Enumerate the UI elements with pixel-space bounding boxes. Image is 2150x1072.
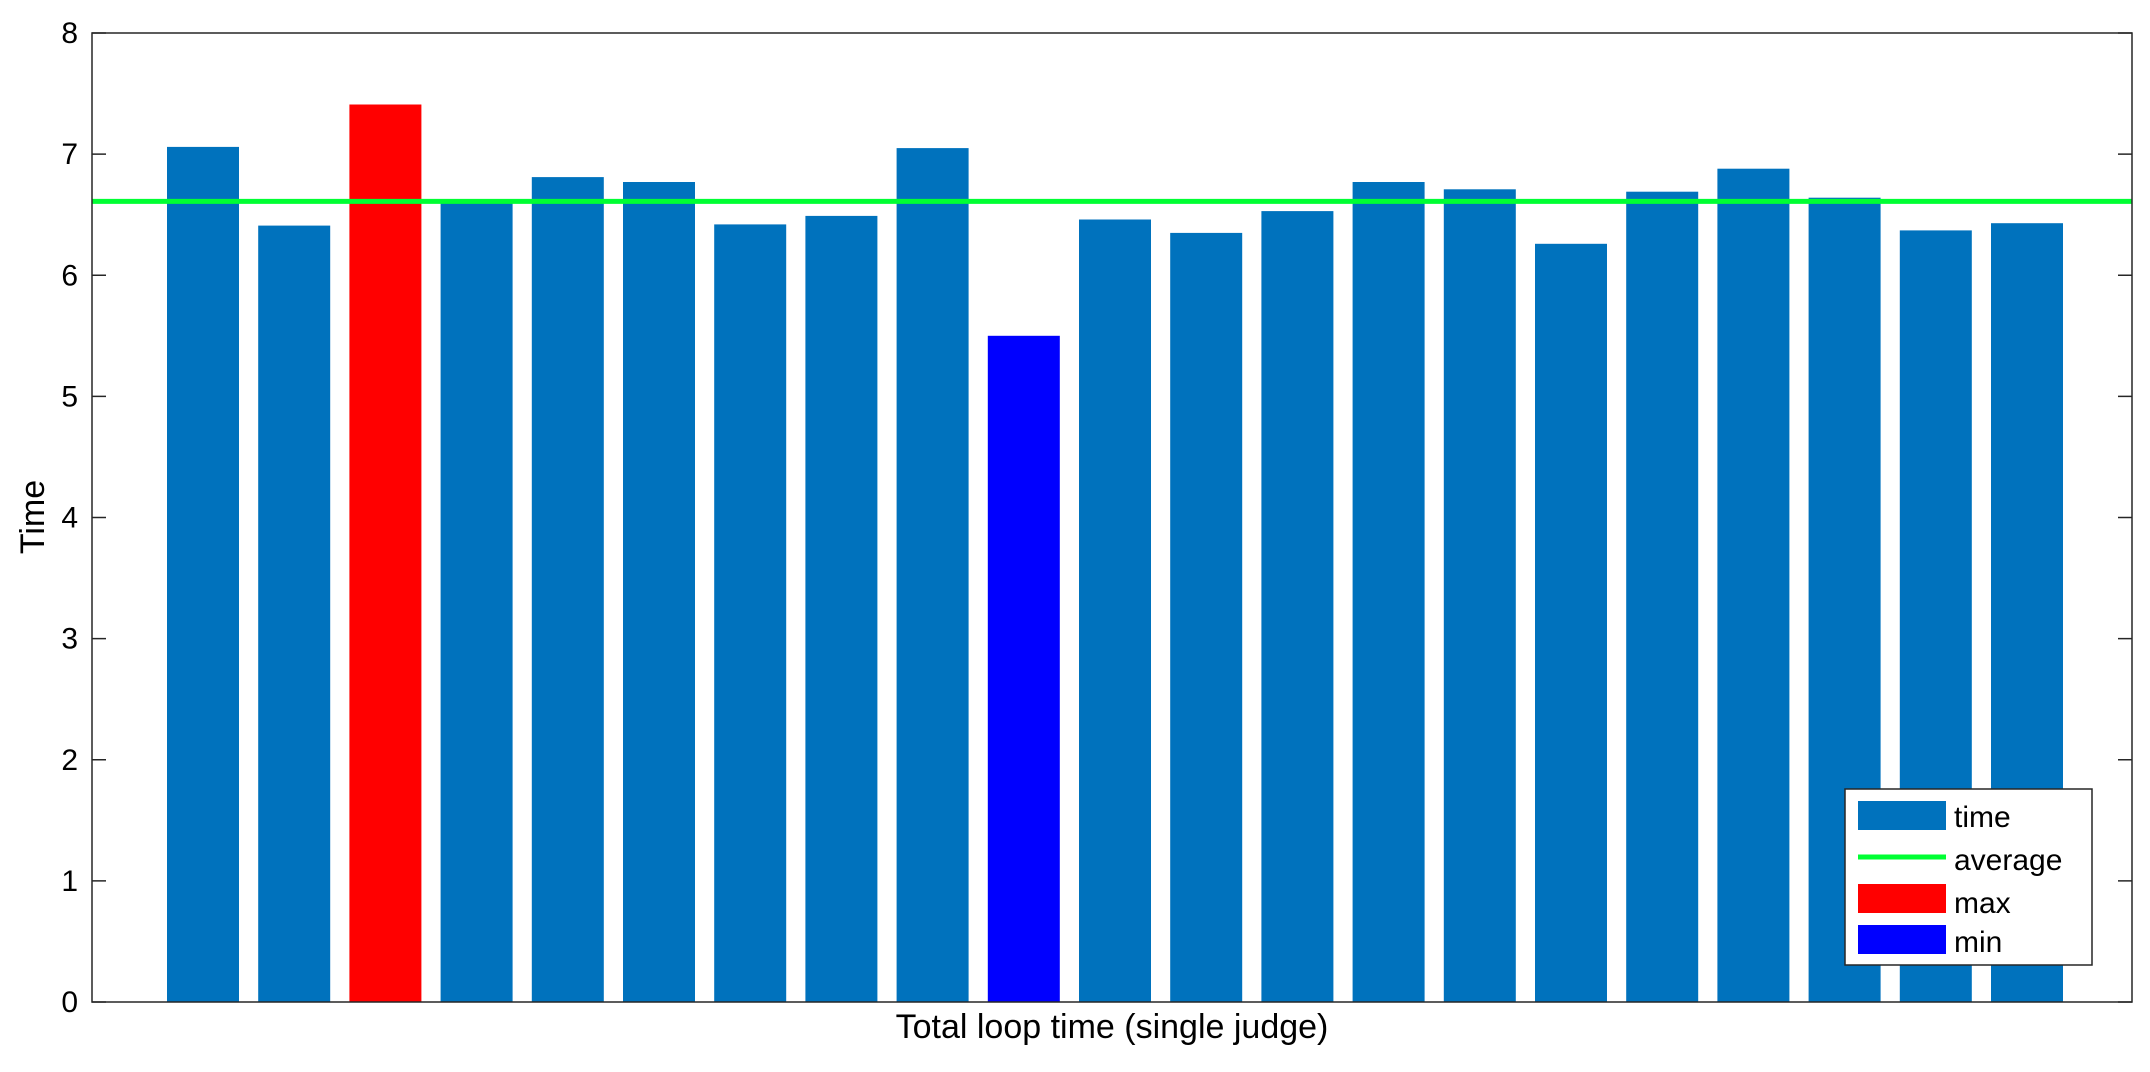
y-tick-label: 2 xyxy=(61,744,78,777)
bar xyxy=(440,200,513,1002)
bar xyxy=(1079,219,1151,1002)
bars-group xyxy=(167,104,2063,1003)
legend-label-max: max xyxy=(1954,887,2011,920)
y-tick-label: 1 xyxy=(61,865,78,898)
legend-label-time: time xyxy=(1954,801,2011,834)
bar xyxy=(1717,168,1790,1002)
y-tick-label: 7 xyxy=(61,138,78,171)
bar xyxy=(1443,189,1516,1003)
bar xyxy=(1535,243,1607,1003)
bar xyxy=(1170,232,1243,1002)
bar-min xyxy=(987,335,1060,1002)
bar xyxy=(167,146,239,1002)
legend: time average max min xyxy=(1844,788,2093,966)
bar xyxy=(896,148,969,1003)
y-tick-label: 5 xyxy=(61,380,78,413)
y-axis-label: Time xyxy=(14,480,52,554)
y-tick-label: 4 xyxy=(61,502,78,535)
bar xyxy=(258,225,331,1003)
y-tick-label: 8 xyxy=(61,17,78,50)
y-tick-label: 0 xyxy=(61,986,78,1019)
legend-label-average: average xyxy=(1954,844,2062,877)
x-axis-label: Total loop time (single judge) xyxy=(896,1008,1329,1046)
y-tick-label: 6 xyxy=(61,259,78,292)
bar xyxy=(1626,191,1699,1002)
bar xyxy=(714,224,787,1002)
y-tick-label: 3 xyxy=(61,623,78,656)
legend-swatch-max xyxy=(1858,884,1946,913)
legend-label-min: min xyxy=(1954,926,2002,959)
bar-max xyxy=(349,104,422,1002)
y-axis-ticks: 0 1 2 3 4 5 6 7 8 xyxy=(61,17,2132,1019)
bar xyxy=(531,177,604,1003)
bar xyxy=(623,182,695,1002)
bar xyxy=(805,215,878,1002)
legend-swatch-time xyxy=(1858,801,1946,830)
legend-swatch-min xyxy=(1858,925,1946,954)
bar xyxy=(1352,182,1425,1002)
bar xyxy=(1261,211,1334,1003)
